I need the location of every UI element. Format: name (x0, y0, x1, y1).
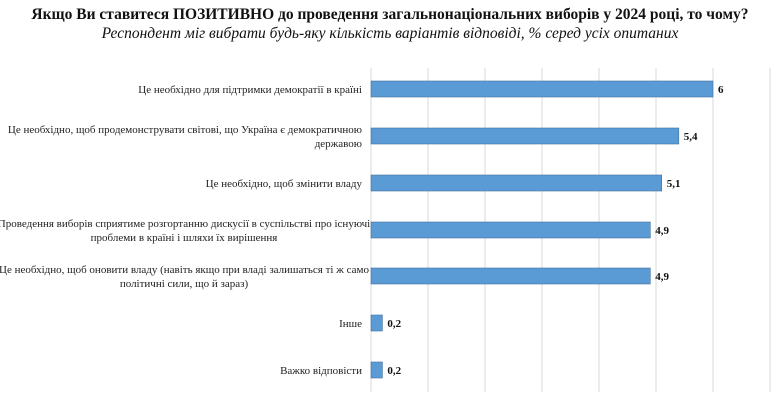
category-label: Це необхідно, щоб змінити владу (206, 178, 363, 190)
bar-value-label: 5,1 (667, 178, 681, 190)
category-label: Це необхідно, щоб продемонструвати світо… (8, 124, 362, 150)
bar-value-label: 0,2 (387, 365, 401, 377)
bar (370, 127, 680, 145)
category-label: Це необхідно, щоб оновити владу (навіть … (0, 264, 369, 290)
category-label: Інше (339, 318, 362, 330)
bar (370, 221, 651, 239)
bar-value-label: 4,9 (655, 225, 669, 237)
bar (370, 361, 383, 379)
bar (370, 314, 383, 332)
bar (370, 174, 663, 192)
bar-value-label: 0,2 (387, 318, 401, 330)
bar-value-label: 6 (718, 84, 724, 96)
bar-value-label: 5,4 (684, 131, 698, 143)
bar (370, 80, 714, 98)
category-label: Важко відповісти (280, 365, 362, 377)
chart-subtitle: Респондент міг вибрати будь-яку кількіст… (101, 25, 679, 42)
chart-title: Якщо Ви ставитеся ПОЗИТИВНО до проведенн… (31, 6, 749, 23)
category-label: Проведення виборів сприятиме розгортанню… (0, 218, 370, 244)
bar (370, 267, 651, 285)
bar-value-label: 4,9 (655, 271, 669, 283)
category-label: Це необхідно для підтримки демократії в … (138, 84, 362, 96)
